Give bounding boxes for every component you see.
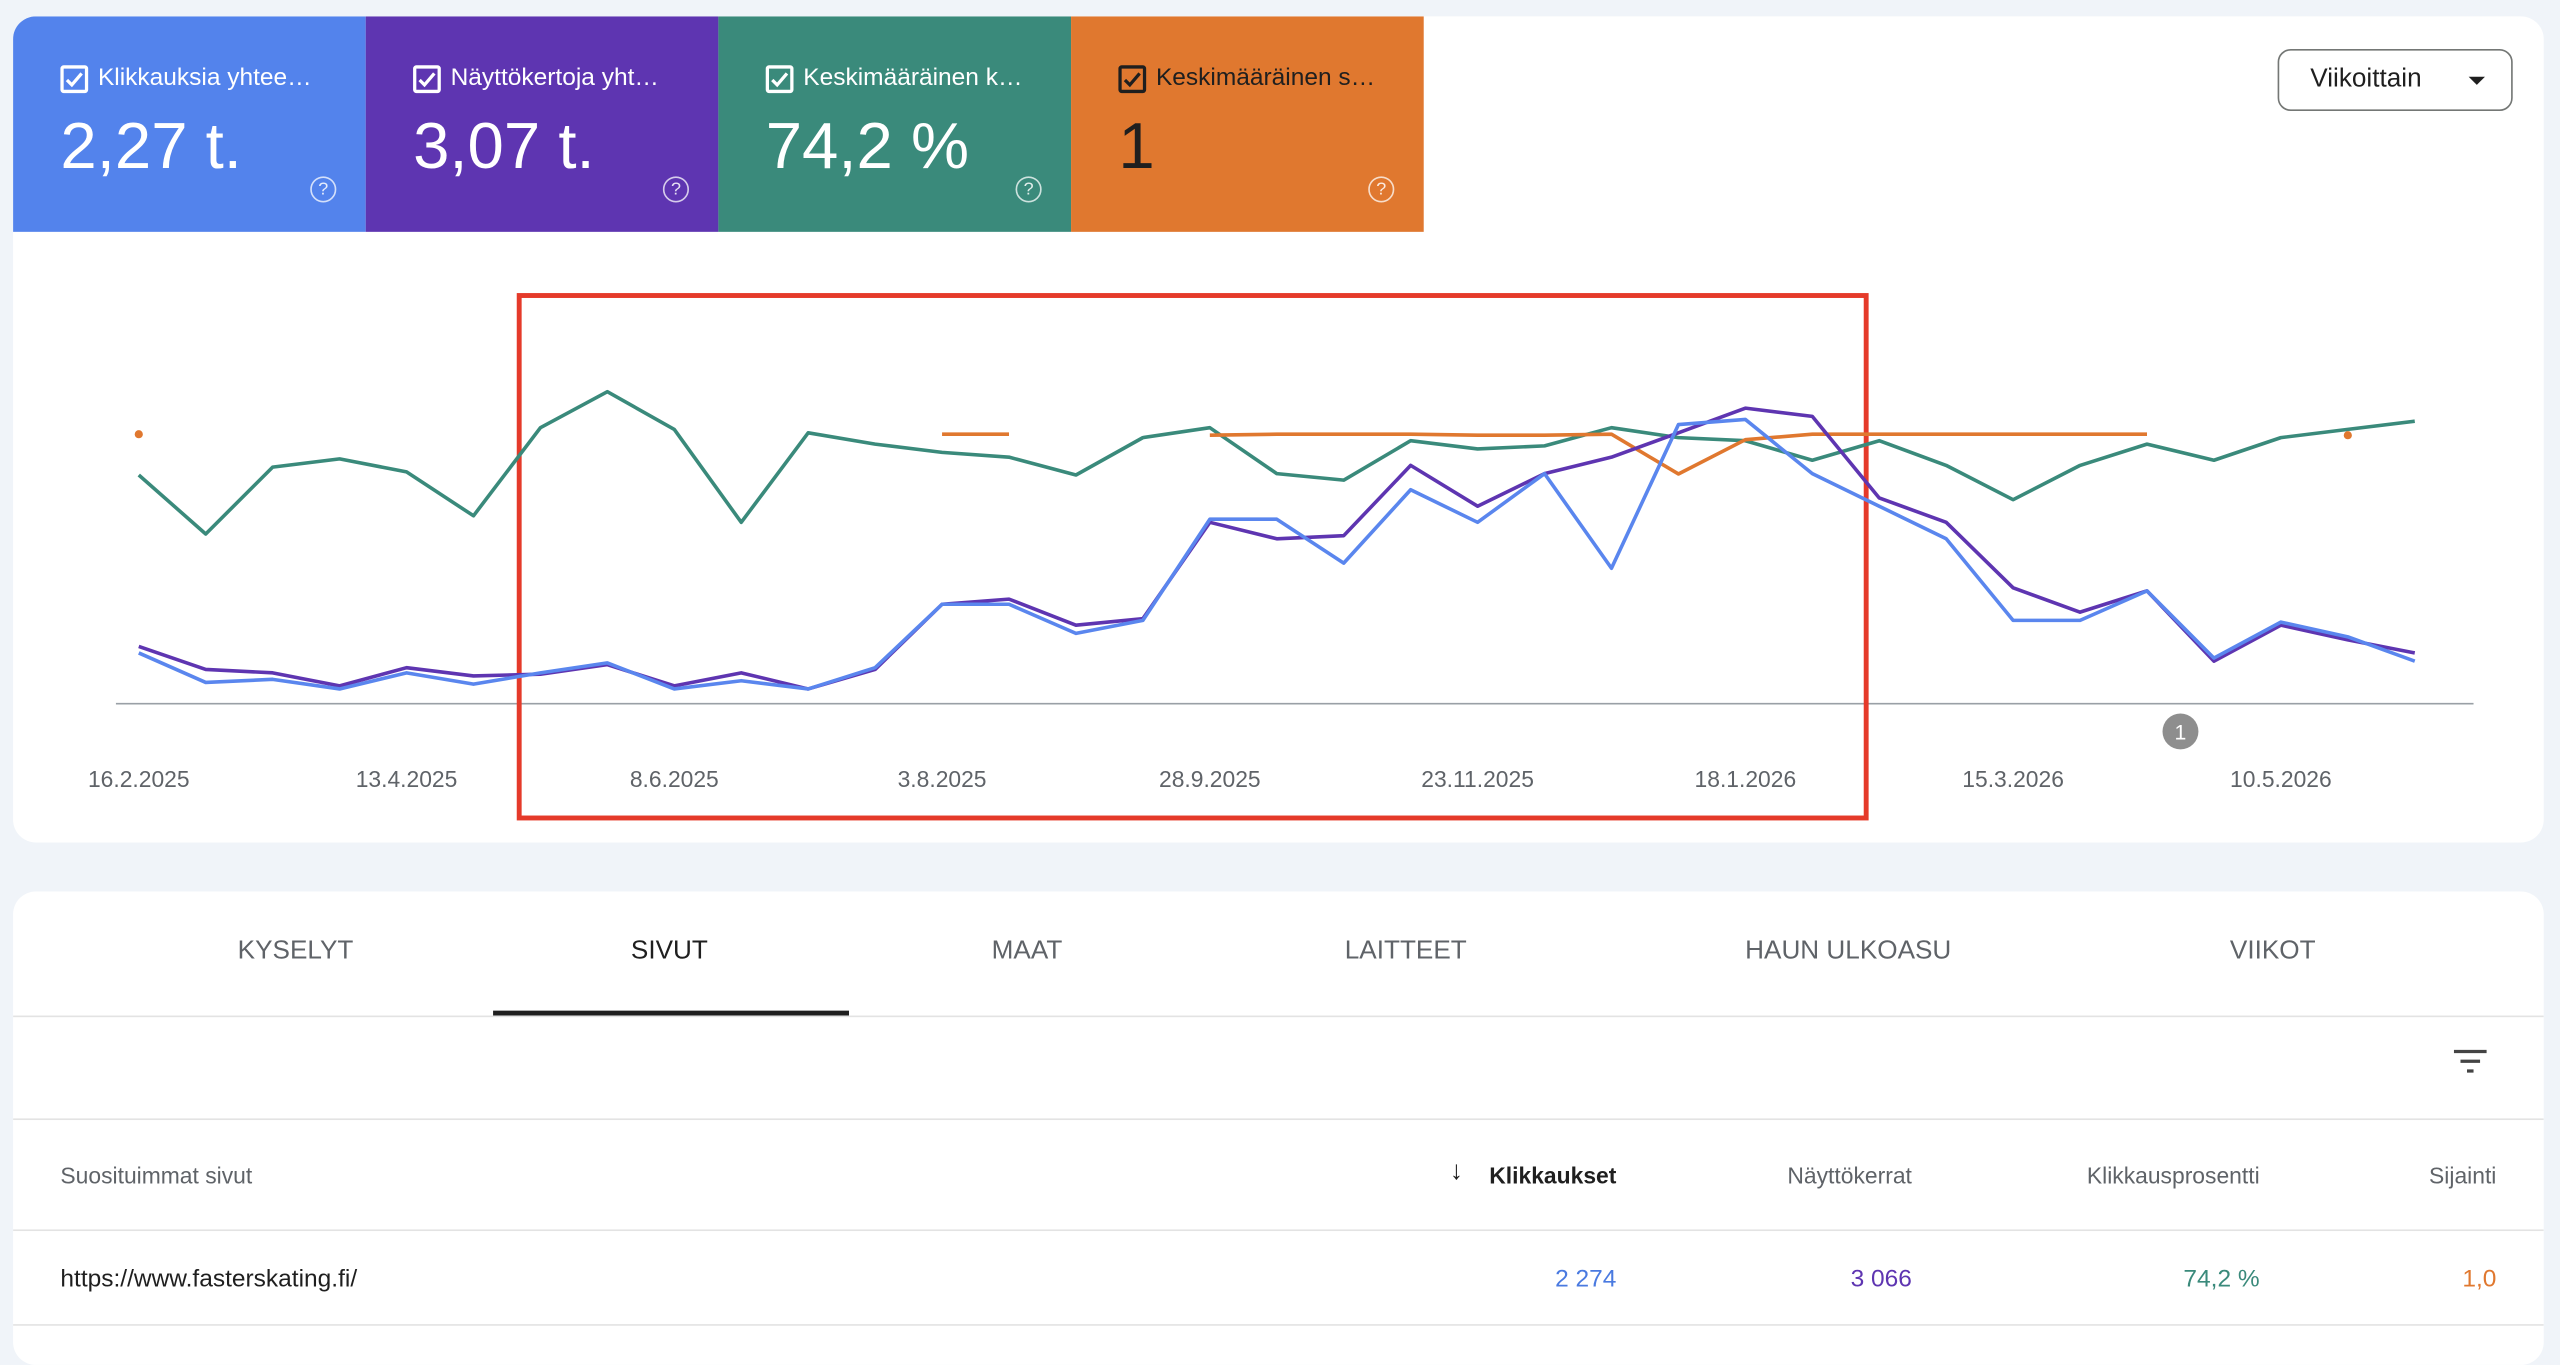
- column-header[interactable]: Klikkaukset: [1489, 1162, 1617, 1189]
- highlight-box: [516, 293, 1869, 821]
- table-cell: 3 066: [1850, 1265, 1912, 1294]
- active-tab-indicator: [493, 1010, 850, 1016]
- annotation-marker: [2162, 713, 2199, 750]
- check-path: [771, 72, 789, 88]
- table-cell: 74,2 %: [2183, 1265, 2260, 1294]
- x-tick-label: 15.3.2026: [1962, 766, 2064, 792]
- series-point: [2343, 431, 2352, 440]
- sort-arrow: ↓: [1449, 1157, 1463, 1186]
- metric-value: 2,27 t.: [60, 111, 242, 183]
- annotation-text: 1: [2175, 722, 2187, 745]
- column-header[interactable]: Klikkausprosentti: [2086, 1162, 2260, 1189]
- stage: Klikkauksia yhtee… 2,27 t.? Näyttökertoja …: [13, 16, 2544, 1365]
- help-icon: ?: [1015, 176, 1042, 203]
- x-tick-label: 16.2.2025: [88, 766, 190, 792]
- divider: [13, 1015, 2544, 1018]
- series-point: [134, 430, 143, 439]
- tab[interactable]: LAITTEET: [1344, 937, 1467, 965]
- metric-label: Näyttökertoja yht…: [450, 63, 659, 92]
- x-tick-label: 8.6.2025: [630, 766, 719, 792]
- metric-value: 74,2 %: [765, 111, 970, 183]
- tab[interactable]: HAUN ULKOASU: [1745, 937, 1952, 965]
- chart: 16.2.2025 13.4.2025 8.6.2025 3.8.2025 28.9.2…: [88, 293, 2474, 821]
- metric-value: 3,07 t.: [413, 111, 595, 183]
- metric-tile[interactable]: Näyttökertoja yht… 3,07 t.?: [365, 16, 719, 232]
- performance-card: Klikkauksia yhtee… 2,27 t.? Näyttökertoja …: [13, 16, 2544, 843]
- x-tick-label: 28.9.2025: [1159, 766, 1261, 792]
- table-card: KYSELYT SIVUT MAAT LAITTEET HAUN ULKOASU VIIK…: [13, 891, 2544, 1365]
- x-tick-label: 3.8.2025: [898, 766, 987, 792]
- check-path: [65, 72, 83, 88]
- divider: [13, 1229, 2544, 1232]
- metric-label: Keskimääräinen s…: [1155, 63, 1376, 92]
- tab[interactable]: MAAT: [991, 937, 1063, 965]
- check-mark: [1123, 72, 1141, 88]
- series-line: [138, 406, 2416, 691]
- column-header[interactable]: Näyttökerrat: [1787, 1162, 1912, 1189]
- check-mark: [771, 72, 789, 88]
- tab[interactable]: KYSELYT: [237, 937, 354, 965]
- series-line: [137, 389, 2415, 536]
- dropdown-label: Viikoittain: [2310, 65, 2422, 94]
- tab[interactable]: SIVUT: [630, 937, 708, 965]
- checkbox: [413, 65, 441, 94]
- filter-icon[interactable]: [2451, 1042, 2490, 1081]
- x-tick-label: 13.4.2025: [356, 766, 458, 792]
- metric-label: Klikkauksia yhtee…: [97, 63, 312, 92]
- metric-value: 1: [1118, 111, 1155, 183]
- series-line: [138, 417, 2416, 691]
- metric-tile[interactable]: Keskimääräinen s… 1?: [1071, 16, 1424, 232]
- dropdown-arrow: [2468, 76, 2485, 85]
- metric-tile[interactable]: Klikkauksia yhtee… 2,27 t.?: [13, 16, 366, 232]
- help-icon: ?: [662, 176, 689, 203]
- period-dropdown[interactable]: Viikoittain: [2277, 48, 2513, 112]
- check-mark: [418, 72, 436, 88]
- table-cell: 1,0: [2462, 1265, 2497, 1294]
- divider: [13, 1118, 2544, 1121]
- table-cell: https://www.fasterskating.fi/: [60, 1265, 358, 1294]
- x-tick-label: 23.11.2025: [1421, 766, 1534, 792]
- metric-tile[interactable]: Keskimääräinen k… 74,2 %?: [718, 16, 1072, 232]
- help-icon: ?: [1368, 176, 1395, 203]
- check-path: [1123, 72, 1141, 88]
- x-tick-label: 18.1.2026: [1695, 766, 1797, 792]
- checkbox: [765, 65, 794, 94]
- tab[interactable]: VIIKOT: [2229, 937, 2316, 965]
- check-path: [418, 72, 436, 88]
- checkbox: [60, 65, 89, 94]
- metric-label: Keskimääräinen k…: [803, 63, 1023, 92]
- x-tick-label: 10.5.2026: [2230, 766, 2332, 792]
- column-header: Suosituimmat sivut: [60, 1162, 253, 1189]
- check-mark: [65, 72, 83, 88]
- column-header[interactable]: Sijainti: [2429, 1162, 2497, 1189]
- checkbox: [1118, 65, 1147, 94]
- help-icon: ?: [310, 176, 337, 203]
- page: {"metrics": [ {"label": "Klikkauksia yht…: [13, 16, 2544, 1365]
- series-line: [942, 434, 2348, 474]
- divider: [13, 1324, 2544, 1326]
- table-cell: 2 274: [1555, 1265, 1617, 1294]
